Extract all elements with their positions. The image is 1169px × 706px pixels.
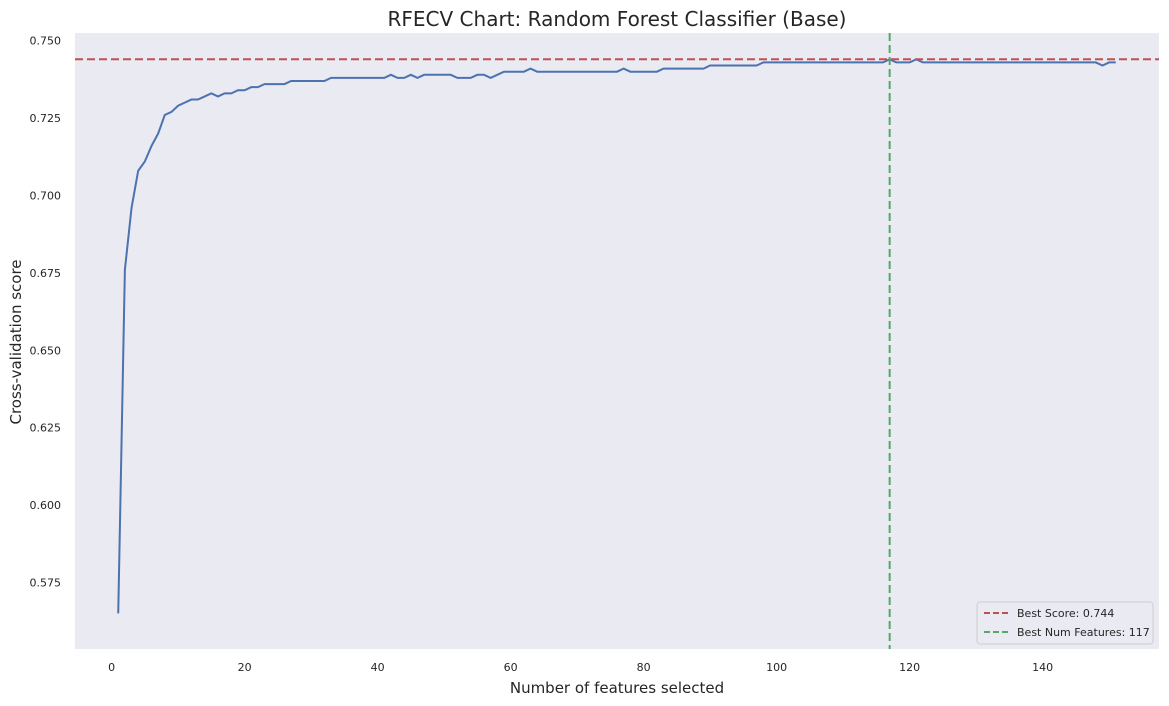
y-tick-label: 0.700 (30, 190, 62, 203)
x-tick-label: 100 (766, 661, 787, 674)
y-axis-ticks: 0.575 0.600 0.625 0.650 0.675 0.700 0.725 0.750 (30, 35, 62, 590)
x-tick-label: 0 (108, 661, 115, 674)
y-tick-label: 0.600 (30, 499, 62, 512)
y-tick-label: 0.575 (30, 576, 62, 589)
legend: Best Score: 0.744 Best Num Features: 117 (976, 601, 1154, 645)
x-axis-label: Number of features selected (510, 679, 724, 697)
legend-box (976, 601, 1154, 645)
x-tick-label: 60 (504, 661, 518, 674)
chart-title: RFECV Chart: Random Forest Classifier (B… (388, 7, 847, 31)
legend-label-best-num-features: Best Num Features: 117 (1017, 626, 1150, 639)
cv-score-line (117, 58, 1116, 614)
y-axis-label: Cross-validation score (7, 259, 25, 424)
y-tick-label: 0.650 (30, 344, 62, 357)
y-tick-label: 0.675 (30, 267, 62, 280)
x-axis-ticks: 0 20 40 60 80 100 120 140 (108, 661, 1053, 674)
plot-area (75, 33, 1159, 649)
x-tick-label: 80 (637, 661, 651, 674)
x-tick-label: 40 (371, 661, 385, 674)
x-tick-label: 120 (899, 661, 920, 674)
x-tick-label: 140 (1032, 661, 1053, 674)
y-tick-label: 0.625 (30, 422, 62, 435)
y-tick-label: 0.725 (30, 112, 62, 125)
legend-label-best-score: Best Score: 0.744 (1017, 607, 1114, 620)
y-tick-label: 0.750 (30, 35, 62, 48)
x-tick-label: 20 (238, 661, 252, 674)
